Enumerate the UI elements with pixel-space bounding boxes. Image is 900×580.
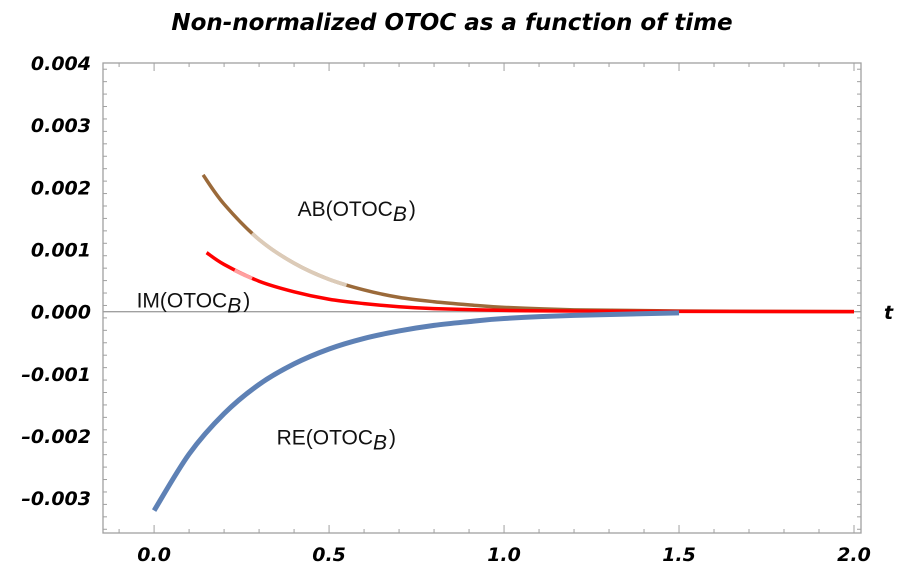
series-label-im: IM(OTOCB) <box>137 289 251 317</box>
chart-title: Non-normalized OTOC as a function of tim… <box>171 10 732 36</box>
y-tick-label: 0.002 <box>31 177 91 199</box>
series-line-re <box>151 310 680 512</box>
series-faded-segment-im <box>233 268 253 281</box>
y-tick-label: 0.001 <box>31 240 91 262</box>
series-group: AB(OTOCB) IM(OTOCB) RE(OTOCB) <box>137 173 855 512</box>
series-label-ab: AB(OTOCB) <box>298 198 416 226</box>
x-axis-label: t <box>884 302 894 324</box>
x-tick-label: 2.0 <box>837 544 871 566</box>
series-line-ab <box>201 173 855 314</box>
x-tick-label: 1.0 <box>487 544 521 566</box>
series-label-re: RE(OTOCB) <box>277 426 396 454</box>
y-tick-label: –0.002 <box>21 426 91 448</box>
y-tick-label: –0.001 <box>21 364 91 386</box>
frame-rect <box>102 62 862 534</box>
x-tick-label: 0.5 <box>312 544 346 566</box>
y-tick-label: –0.003 <box>21 488 91 510</box>
tick-labels: –0.003 –0.002 –0.001 0.000 0.001 0.002 0.003 0.… <box>21 53 870 566</box>
x-tick-label: 1.5 <box>662 544 696 566</box>
series-faded-segment-ab <box>250 232 348 287</box>
x-tick-label: 0.0 <box>137 544 171 566</box>
plot-frame <box>102 62 862 534</box>
y-tick-label: 0.003 <box>31 115 91 137</box>
y-tick-label: 0.004 <box>31 53 91 75</box>
series-line-im <box>205 251 855 314</box>
y-tick-label: 0.000 <box>31 302 91 324</box>
